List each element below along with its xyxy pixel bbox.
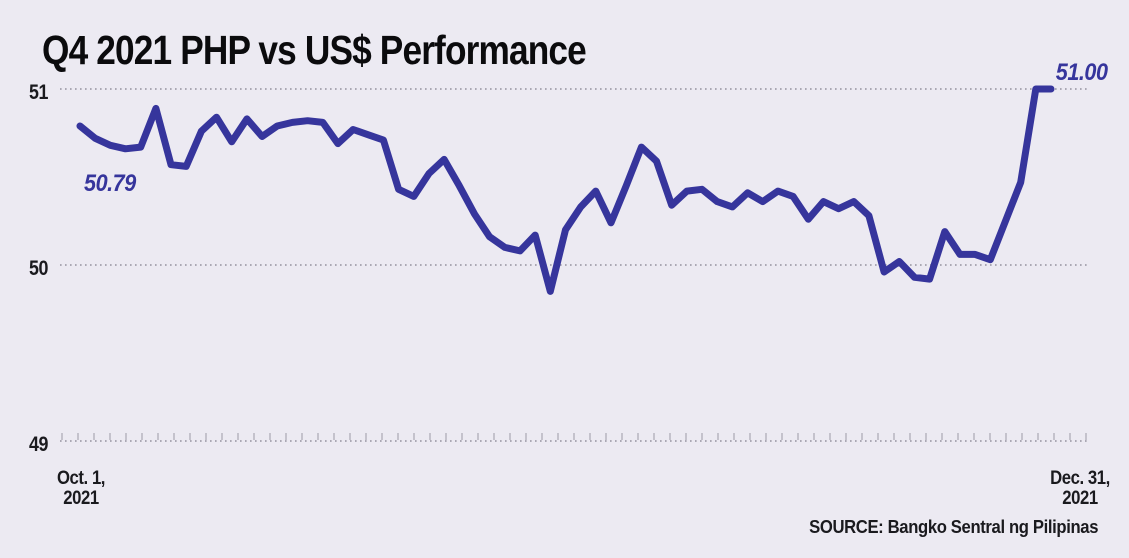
x-axis-end-label-line1: Dec. 31, [1050, 468, 1110, 489]
chart-title: Q4 2021 PHP vs US$ Performance [42, 27, 587, 73]
source-credit: SOURCE: Bangko Sentral ng Pilipinas [809, 516, 1098, 537]
end-value-label: 51.00 [1056, 59, 1108, 86]
x-axis-end-label-line2: 2021 [1062, 487, 1098, 509]
y-tick-label-49: 49 [28, 433, 48, 456]
y-tick-label-51: 51 [28, 81, 48, 104]
x-axis-start-label-line1: Oct. 1, [56, 468, 106, 489]
x-axis-start-label-line2: 2021 [63, 487, 99, 509]
y-tick-label-50: 50 [28, 257, 48, 280]
start-value-label: 50.79 [84, 170, 136, 197]
x-axis-end-label: Dec. 31, 2021 [1036, 469, 1124, 508]
exchange-rate-line [76, 85, 1055, 295]
x-axis-start-label: Oct. 1, 2021 [37, 469, 125, 508]
